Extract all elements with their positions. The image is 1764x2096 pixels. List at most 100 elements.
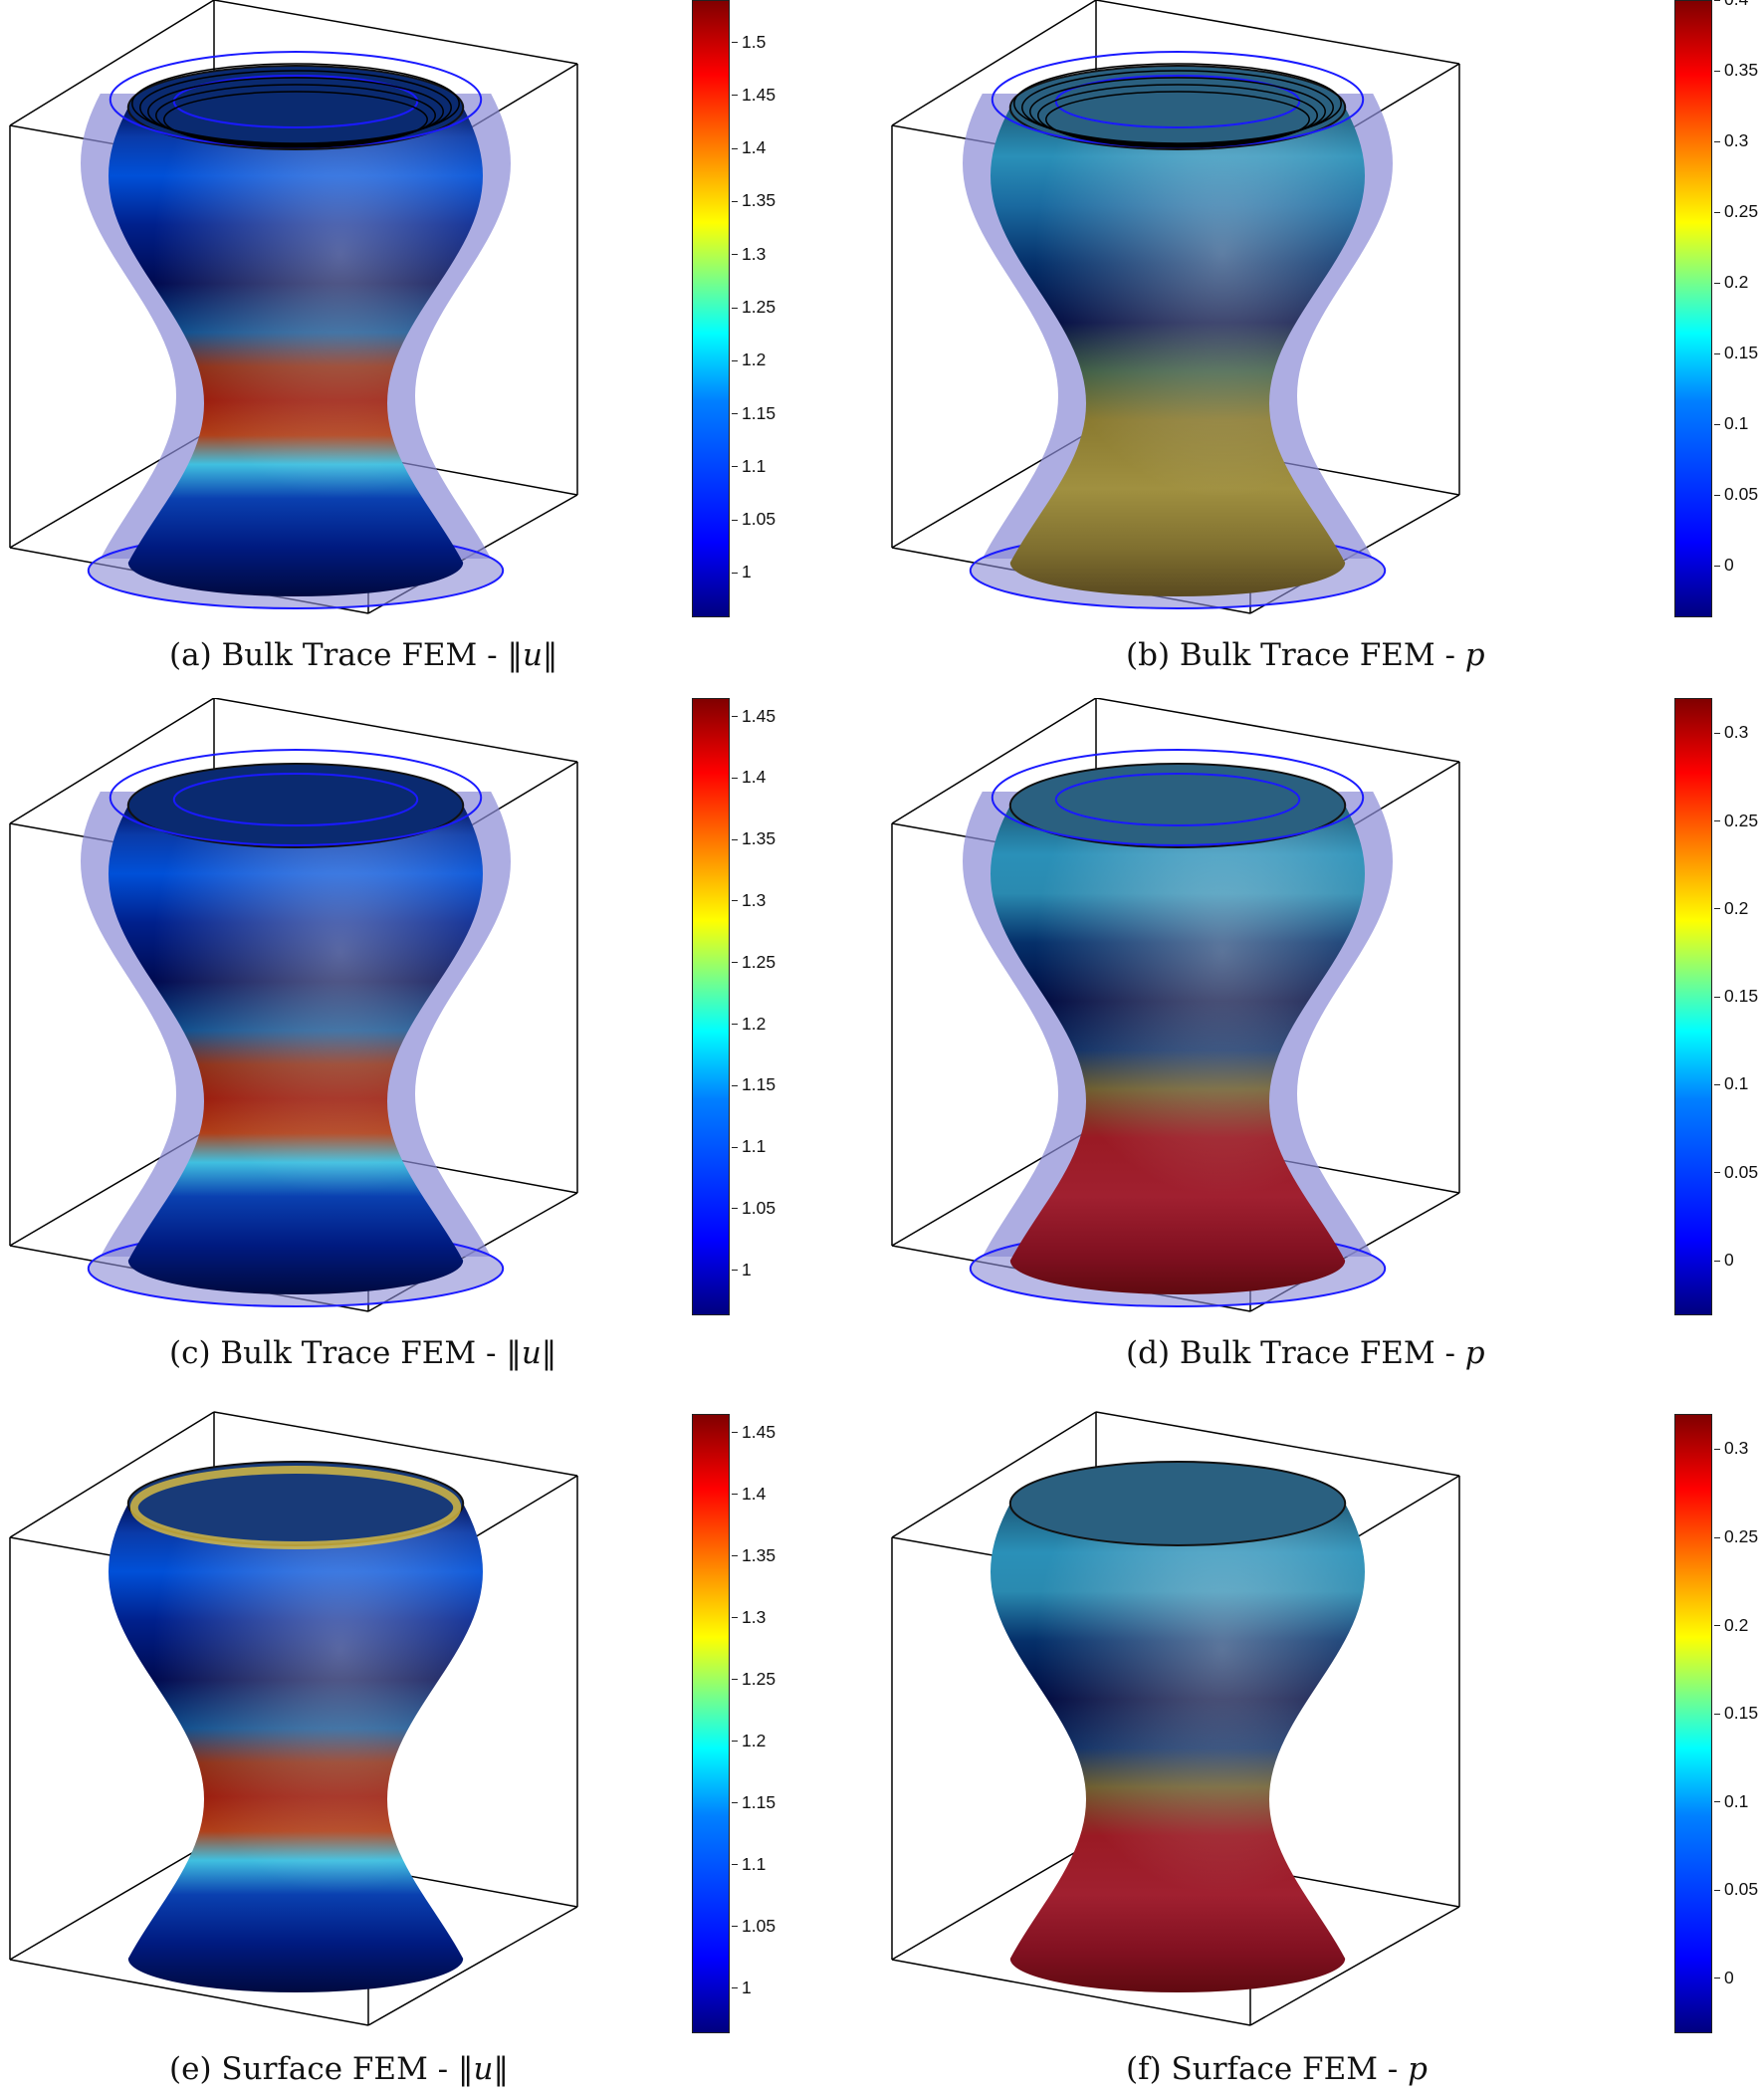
- colorbar-tick-label: 1.45: [731, 1421, 776, 1442]
- colorbar-tick-label: 0.3: [1713, 130, 1749, 151]
- colorbar-tick-label: 0.15: [1713, 343, 1759, 363]
- colorbar-tick-label: 0.35: [1713, 60, 1759, 81]
- colorbar-tick-label: 0.05: [1713, 484, 1759, 505]
- top-opening: [1008, 763, 1347, 848]
- caption-text: (c) Bulk Trace FEM -: [169, 1335, 507, 1371]
- panel-caption: (e) Surface FEM - ‖u‖: [169, 2051, 509, 2087]
- caption-text: (f) Surface FEM -: [1126, 2051, 1409, 2087]
- colorbar-tick-label: 1.4: [731, 1483, 767, 1504]
- colorbar-tick-label: 0.1: [1713, 413, 1749, 434]
- caption-text: (a) Bulk Trace FEM -: [169, 637, 508, 673]
- colorbar-tick-label: 1.4: [731, 767, 767, 788]
- outer-ring: [991, 749, 1365, 846]
- caption-symbol: p: [1408, 2051, 1428, 2087]
- contour-ring: [1029, 77, 1326, 146]
- inner-ring: [1054, 75, 1301, 128]
- caption-text: (d) Bulk Trace FEM -: [1126, 1335, 1465, 1371]
- colorbar-tick-label: 1.15: [731, 1791, 776, 1812]
- panel-a: 1.5 1.45 1.4 1.35 1.3 1.25 1.2 1.15 1.1 1.05 1 (a) …: [0, 0, 882, 698]
- colorbar: [1674, 0, 1712, 617]
- colorbar-tick-label: 1.1: [731, 1136, 767, 1157]
- top-opening: [126, 65, 465, 150]
- surface-plot-c: [9, 698, 578, 1312]
- surface-highlight: [109, 1504, 483, 1992]
- top-opening: [1008, 1461, 1347, 1546]
- colorbar-tick-label: 1: [732, 1259, 752, 1280]
- surface-plot-b: [891, 0, 1460, 614]
- colorbar-tick-label: 1.5: [731, 31, 767, 52]
- top-rim: [129, 1466, 462, 1549]
- colorbar-tick-label: 1.45: [731, 705, 776, 726]
- panel-b: 0.4 0.35 0.3 0.25 0.2 0.15 0.1 0.05 0 (b) Bulk Tr…: [882, 0, 1764, 698]
- panel-caption: (b) Bulk Trace FEM - p: [1126, 637, 1485, 673]
- panel-e: 1.45 1.4 1.35 1.3 1.25 1.2 1.15 1.1 1.05 1 (e) Sur…: [0, 1396, 882, 2094]
- colorbar-tick-label: 0.3: [1713, 1438, 1749, 1459]
- colorbar-tick-label: 1.05: [731, 509, 776, 530]
- panel-caption: (f) Surface FEM - p: [1126, 2051, 1428, 2087]
- surface-highlight: [991, 108, 1365, 596]
- surface-highlight: [109, 806, 483, 1294]
- colorbar-tick-label: 0.25: [1713, 1526, 1759, 1546]
- panel-caption: (c) Bulk Trace FEM - ‖u‖: [169, 1335, 556, 1371]
- colorbar-tick-label: 0.15: [1713, 986, 1759, 1007]
- contour-ring: [131, 63, 460, 144]
- colorbar-tick-label: 0.4: [1713, 0, 1748, 10]
- colorbar-tick-label: 0.05: [1713, 1161, 1759, 1182]
- contour-ring: [1037, 84, 1318, 147]
- colorbar-tick-label: 0.2: [1713, 897, 1749, 918]
- colorbar-tick-label: 1.15: [731, 402, 776, 423]
- colorbar-tick-label: 1.35: [731, 1544, 776, 1565]
- surface-highlight: [109, 108, 483, 596]
- colorbar-tick-label: 1.25: [731, 1668, 776, 1689]
- colorbar-tick-label: 1.15: [731, 1074, 776, 1095]
- colorbar: [692, 698, 730, 1315]
- surface-plot-e: [9, 1411, 578, 2026]
- colorbar-tick-label: 1.25: [731, 297, 776, 317]
- colorbar-tick-label: 0.1: [1713, 1073, 1749, 1094]
- colorbar-tick-label: 1.1: [731, 455, 767, 476]
- colorbar-tick-label: 1.35: [731, 190, 776, 211]
- colorbar-tick-label: 0.2: [1713, 272, 1749, 293]
- colorbar-tick-label: 0: [1714, 1250, 1734, 1271]
- caption-symbol: p: [1464, 1335, 1485, 1371]
- inner-ring: [1054, 773, 1301, 826]
- panel-d: 0.3 0.25 0.2 0.15 0.1 0.05 0 (d) Bulk Trace FEM…: [882, 698, 1764, 1396]
- surface-plot-f: [891, 1411, 1460, 2026]
- outer-ring: [109, 749, 483, 846]
- colorbar-tick-label: 0.05: [1713, 1879, 1759, 1900]
- caption-text: (b) Bulk Trace FEM -: [1126, 637, 1465, 673]
- contour-ring: [155, 84, 436, 147]
- colorbar-tick-label: 1.2: [731, 1013, 767, 1034]
- caption-symbol: ‖u‖: [507, 637, 558, 673]
- colorbar-tick-label: 1: [732, 1977, 752, 1997]
- colorbar-tick-label: 1.05: [731, 1197, 776, 1218]
- colorbar-tick-label: 1.4: [731, 137, 767, 158]
- colorbar: [1674, 698, 1712, 1315]
- caption-symbol: ‖u‖: [506, 1335, 557, 1371]
- panel-f: 0.3 0.25 0.2 0.15 0.1 0.05 0 (f) Surface FEM - …: [882, 1396, 1764, 2094]
- panel-c: 1.45 1.4 1.35 1.3 1.25 1.2 1.15 1.1 1.05 1 (c) Bul…: [0, 698, 882, 1396]
- colorbar-tick-label: 1.2: [731, 1730, 767, 1750]
- colorbar-tick-label: 1.3: [731, 889, 767, 910]
- colorbar-tick-label: 1.1: [731, 1853, 767, 1874]
- colorbar-tick-label: 0: [1714, 1967, 1734, 1987]
- colorbar-tick-label: 1.05: [731, 1915, 776, 1936]
- top-opening: [1008, 65, 1347, 150]
- inner-ring: [172, 75, 419, 128]
- colorbar-tick-label: 0.3: [1713, 722, 1749, 743]
- caption-text: (e) Surface FEM -: [169, 2051, 458, 2087]
- contour-ring: [139, 70, 452, 145]
- colorbar-tick-label: 0.25: [1713, 810, 1759, 830]
- inner-ring: [172, 773, 419, 826]
- contour-ring: [147, 77, 444, 146]
- colorbar: [692, 1414, 730, 2033]
- panel-caption: (d) Bulk Trace FEM - p: [1126, 1335, 1485, 1371]
- colorbar-tick-label: 1.45: [731, 84, 776, 105]
- colorbar: [692, 0, 730, 617]
- colorbar-tick-label: 1.25: [731, 951, 776, 972]
- colorbar-tick-label: 1.35: [731, 828, 776, 849]
- caption-symbol: p: [1464, 637, 1485, 673]
- colorbar-tick-label: 0.25: [1713, 201, 1759, 222]
- contour-ring: [1045, 91, 1310, 148]
- colorbar: [1674, 1414, 1712, 2033]
